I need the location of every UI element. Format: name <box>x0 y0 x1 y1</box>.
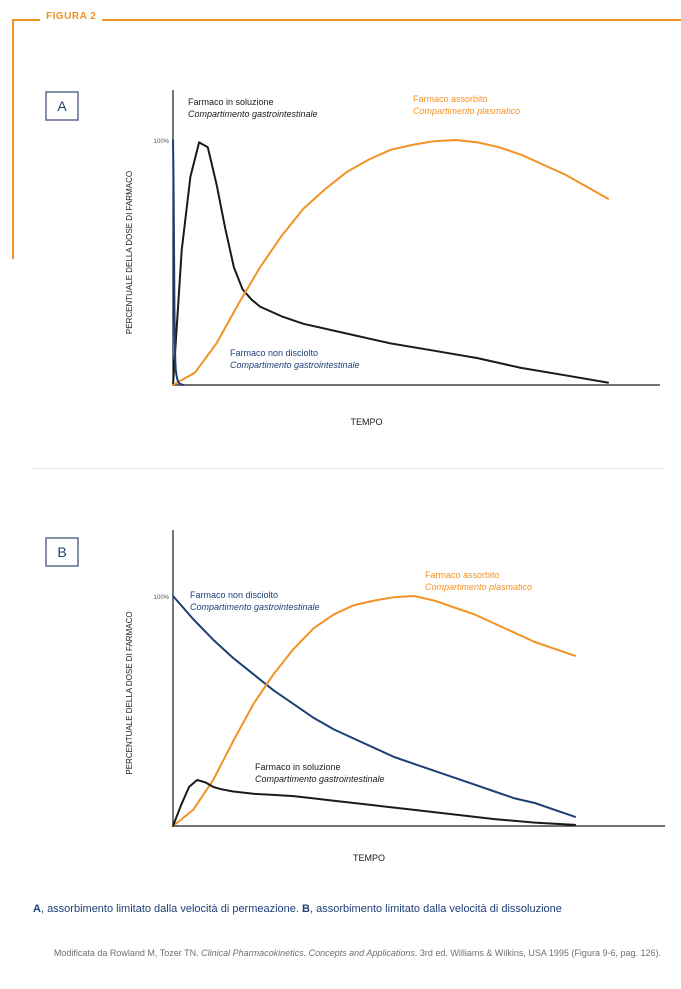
series-label-undis: Farmaco non disciolto <box>230 348 318 358</box>
figure-caption: A, assorbimento limitato dalla velocità … <box>33 902 663 916</box>
figure-title: FIGURA 2 <box>40 11 103 22</box>
y-tick-label-100: 100% <box>154 139 170 145</box>
series-label-sol: Farmaco in soluzione <box>188 97 274 107</box>
series-line-sol <box>172 779 576 827</box>
series-sublabel-sol: Compartimento gastrointestinale <box>255 774 385 784</box>
series-line-sol <box>172 141 609 386</box>
series-sublabel-undis: Compartimento gastrointestinale <box>230 360 360 370</box>
source-suffix: . 3rd ed. Williams & Wilkins, USA 1995 (… <box>414 948 661 958</box>
y-axis-label: PERCENTUALE DELLA DOSE DI FARMACO <box>125 171 134 334</box>
panel-label: B <box>57 544 66 560</box>
caption-a-text: , assorbimento limitato dalla velocità d… <box>40 903 303 915</box>
panel-label-box <box>45 537 79 567</box>
series-sublabel-undis: Compartimento gastrointestinale <box>190 602 320 612</box>
x-axis-label: TEMPO <box>353 853 385 863</box>
series-sublabel-abs: Compartimento plasmatico <box>425 582 532 592</box>
y-axis-label: PERCENTUALE DELLA DOSE DI FARMACO <box>125 611 134 774</box>
y-tick-label-100: 100% <box>154 595 170 601</box>
source-prefix: Modificata da Rowland M, Tozer TN. <box>53 948 202 958</box>
series-line-undis <box>172 595 576 818</box>
chart-panel-b: B 100% TEMPO PERCENTUALE DELLA DOSE DI FARM… <box>45 530 665 863</box>
series-label-abs: Farmaco assorbito <box>425 570 500 580</box>
series-label-abs: Farmaco assorbito <box>413 94 488 104</box>
series-line-undis <box>172 139 185 386</box>
series-line-abs <box>172 139 609 386</box>
caption-b-label: B <box>302 903 310 915</box>
source-title: Clinical Pharmacokinetics. Concepts and … <box>201 948 415 958</box>
series-line-abs <box>172 595 576 827</box>
caption-a-label: A <box>33 903 41 915</box>
chart-panel-a: A 100% TEMPO PERCENTUALE DELLA DOSE DI FARM… <box>45 90 660 427</box>
frame-left-line <box>12 19 14 259</box>
panel-label-box <box>45 91 79 121</box>
frame-top-line <box>12 19 681 21</box>
source-note: Modificata da Rowland M, Tozer TN. Clini… <box>41 946 661 960</box>
series-label-sol: Farmaco in soluzione <box>255 762 341 772</box>
series-sublabel-abs: Compartimento plasmatico <box>413 106 520 116</box>
panel-separator <box>32 468 664 469</box>
series-label-undis: Farmaco non disciolto <box>190 590 278 600</box>
panel-label: A <box>57 98 67 114</box>
x-axis-label: TEMPO <box>350 417 382 427</box>
caption-b-text: , assorbimento limitato dalla velocità d… <box>309 903 562 915</box>
series-sublabel-sol: Compartimento gastrointestinale <box>188 109 318 119</box>
